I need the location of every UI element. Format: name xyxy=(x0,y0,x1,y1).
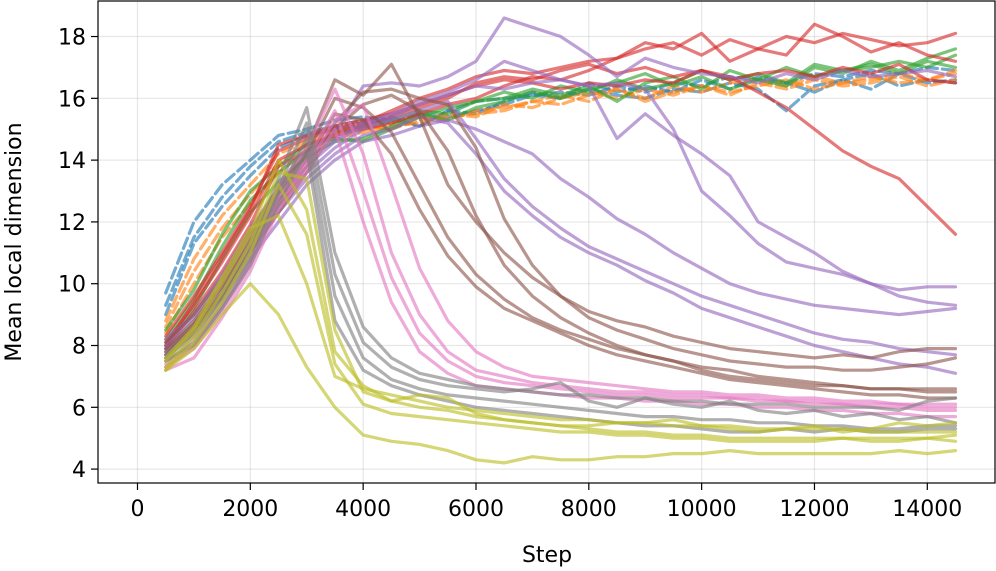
series-lines xyxy=(164,16,958,465)
x-tick-label: 4000 xyxy=(335,497,391,522)
x-axis-label: Step xyxy=(522,543,572,568)
y-axis-ticks: 4 6 8 10 12 14 16 18 xyxy=(58,26,98,483)
x-tick-label: 8000 xyxy=(561,497,617,522)
series-line-29 xyxy=(164,105,958,412)
y-tick-label: 12 xyxy=(58,211,86,236)
y-tick-label: 8 xyxy=(72,335,86,360)
y-tick-label: 10 xyxy=(58,273,86,298)
series-line-25 xyxy=(164,87,958,409)
series-line-7 xyxy=(164,47,958,332)
series-line-26 xyxy=(164,109,958,412)
x-tick-label: 2000 xyxy=(222,497,278,522)
series-line-6 xyxy=(164,75,958,335)
x-tick-label: 14000 xyxy=(892,497,962,522)
series-line-13 xyxy=(164,68,958,348)
y-tick-label: 18 xyxy=(58,26,86,51)
y-tick-label: 6 xyxy=(72,396,86,421)
x-axis-ticks: 0 2000 4000 6000 8000 10000 12000 14000 xyxy=(130,483,962,522)
series-line-20 xyxy=(164,62,958,360)
y-tick-label: 4 xyxy=(72,458,86,483)
x-tick-label: 6000 xyxy=(448,497,504,522)
series-line-19 xyxy=(164,118,958,360)
plot-frame xyxy=(97,0,996,484)
axes-frame xyxy=(97,0,996,484)
series-line-37 xyxy=(164,282,958,465)
x-tick-label: 10000 xyxy=(667,497,737,522)
series-line-36 xyxy=(164,183,958,443)
y-tick-label: 16 xyxy=(58,87,86,112)
series-line-31 xyxy=(164,136,958,431)
series-line-30 xyxy=(164,121,958,425)
series-line-35 xyxy=(164,170,958,443)
y-axis-label: Mean local dimension xyxy=(2,122,27,361)
x-tick-label: 0 xyxy=(130,497,144,522)
y-tick-label: 14 xyxy=(58,149,86,174)
series-line-28 xyxy=(164,102,958,406)
x-tick-label: 12000 xyxy=(779,497,849,522)
series-line-32 xyxy=(164,149,958,434)
